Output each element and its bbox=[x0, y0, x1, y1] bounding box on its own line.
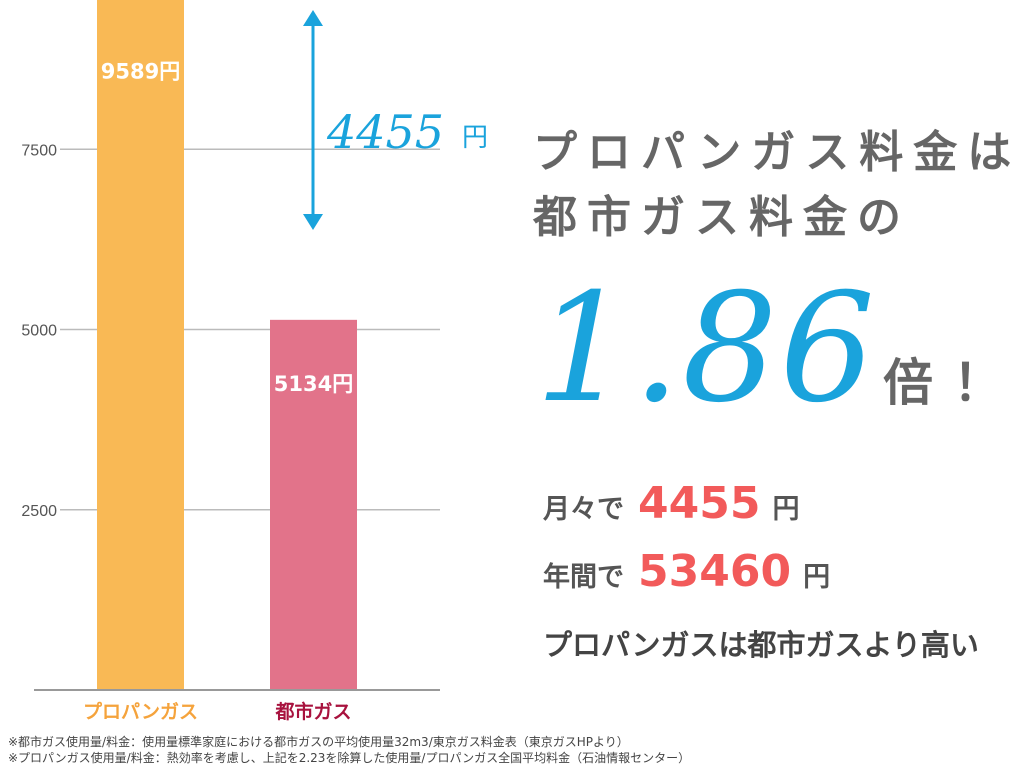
yearly-label: 年間で bbox=[543, 562, 624, 593]
arrow-head-up bbox=[303, 10, 323, 26]
headline-line-2: 都市ガス料金の bbox=[533, 192, 911, 243]
monthly-label: 月々で bbox=[543, 494, 624, 525]
headline-line-1: プロパンガス料金は bbox=[533, 127, 1022, 178]
monthly-value: 4455 bbox=[638, 478, 761, 529]
monthly-unit: 円 bbox=[772, 494, 800, 525]
yearly-difference: 年間で 53460 円 bbox=[543, 546, 830, 597]
y-tick-label: 2500 bbox=[21, 503, 57, 520]
ratio-display: 1.86 倍 ！ bbox=[535, 262, 1003, 436]
y-tick-label: 7500 bbox=[21, 142, 57, 159]
ratio-exclamation: ！ bbox=[952, 354, 1003, 412]
footnote-city-gas: ※都市ガス使用量/料金：使用量標準家庭における都市ガスの平均使用量32m3/東京… bbox=[8, 735, 629, 749]
category-label: プロパンガス bbox=[83, 700, 198, 723]
difference-arrow: 4455 円 bbox=[303, 10, 488, 230]
arrow-head-down bbox=[303, 214, 323, 230]
monthly-difference: 月々で 4455 円 bbox=[543, 478, 799, 529]
difference-unit: 円 bbox=[462, 123, 488, 153]
yearly-value: 53460 bbox=[638, 546, 792, 597]
ratio-number: 1.86 bbox=[535, 262, 877, 436]
category-label: 都市ガス bbox=[274, 700, 351, 723]
ratio-unit: 倍 bbox=[882, 354, 933, 412]
bar bbox=[270, 319, 357, 690]
y-axis-ticks: 2500 5000 7500 bbox=[21, 142, 57, 520]
y-tick-label: 5000 bbox=[21, 323, 57, 340]
bar-value-label: 5134円 bbox=[274, 372, 353, 396]
difference-value: 4455 bbox=[326, 105, 444, 159]
bar-value-label: 9589円 bbox=[101, 60, 180, 84]
yearly-unit: 円 bbox=[803, 562, 831, 593]
footnote-propane: ※プロパンガス使用量/料金：熱効率を考慮し、上記を2.23を除算した使用量/プロ… bbox=[8, 751, 691, 765]
comparison-note: プロパンガスは都市ガスより高い bbox=[543, 628, 979, 662]
bar bbox=[97, 0, 184, 690]
